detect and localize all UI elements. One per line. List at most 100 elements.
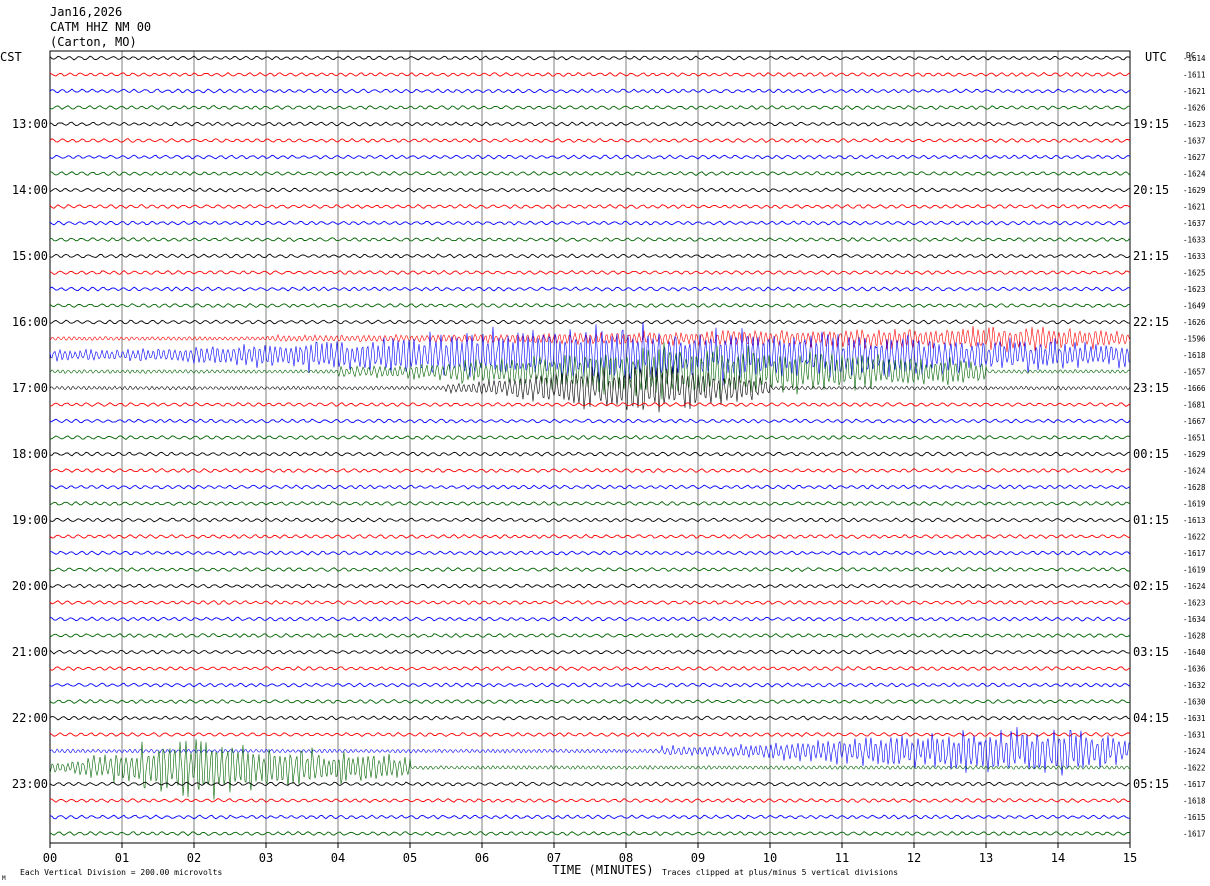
cst-hour-label: 18:00: [12, 447, 48, 461]
utc-hour-label: 03:15: [1133, 645, 1169, 659]
dc-offset-labels: -1614 -1611 -1621 -1626 -1623 -1637 -1627 -1624…: [1183, 54, 1206, 839]
dc-offset-label: -1633: [1183, 236, 1206, 245]
cst-hour-label: 13:00: [12, 117, 48, 131]
dc-offset-label: -1614: [1183, 54, 1206, 63]
cst-hour-label: 21:00: [12, 645, 48, 659]
seismogram-trace: [49, 500, 1131, 507]
seismogram-trace: [49, 698, 1131, 704]
seismogram-trace: [49, 533, 1131, 539]
dc-offset-label: -1624: [1183, 170, 1206, 179]
dc-offset-label: -1618: [1183, 351, 1206, 360]
dc-offset-label: -1632: [1183, 681, 1206, 690]
dc-offset-label: -1622: [1183, 533, 1206, 542]
dc-offset-label: -1630: [1183, 698, 1206, 707]
seismogram-trace: [49, 154, 1131, 160]
corner-mark: M: [2, 875, 6, 882]
seismogram-trace: [49, 484, 1131, 490]
seismogram-trace: [49, 402, 1131, 407]
vertical-grid: [49, 50, 1131, 844]
seismogram-trace: [49, 253, 1131, 259]
dc-offset-label: -1631: [1183, 731, 1206, 740]
x-tick-label: 05: [403, 851, 417, 865]
header-date: Jan16,2026: [50, 5, 122, 19]
dc-offset-label: -1633: [1183, 252, 1206, 261]
seismogram-trace: [49, 715, 1131, 721]
clip-note: Traces clipped at plus/minus 5 vertical …: [662, 868, 898, 877]
x-tick-label: 03: [259, 851, 273, 865]
x-tick-label: 11: [835, 851, 849, 865]
x-axis-title: TIME (MINUTES): [552, 863, 653, 877]
cst-hour-label: 14:00: [12, 183, 48, 197]
x-tick-label: 06: [475, 851, 489, 865]
dc-offset-label: -1667: [1183, 417, 1206, 426]
x-tick-label: 04: [331, 851, 345, 865]
dc-offset-label: -1637: [1183, 219, 1206, 228]
x-tick-label: 15: [1123, 851, 1137, 865]
x-tick-label: 00: [43, 851, 57, 865]
x-tick-label: 01: [115, 851, 129, 865]
dc-offset-label: -1624: [1183, 747, 1206, 756]
dc-offset-label: -1617: [1183, 549, 1206, 558]
dc-offset-label: -1623: [1183, 120, 1206, 129]
cst-hour-label: 17:00: [12, 381, 48, 395]
seismogram-trace: [49, 342, 1131, 400]
dc-offset-label: -1621: [1183, 203, 1206, 212]
dc-offset-label: -1618: [1183, 797, 1206, 806]
dc-offset-label: -1624: [1183, 582, 1206, 591]
cst-axis-title: CST: [0, 50, 22, 64]
seismogram-trace: [49, 599, 1131, 606]
dc-offset-label: -1619: [1183, 566, 1206, 575]
seismogram-trace: [49, 325, 1131, 353]
utc-hour-label: 01:15: [1133, 513, 1169, 527]
seismogram-trace: [49, 303, 1131, 309]
x-tick-label: 12: [907, 851, 921, 865]
seismogram-trace: [49, 220, 1131, 226]
seismogram-trace: [49, 418, 1131, 424]
seismogram-trace: [49, 830, 1131, 837]
utc-hour-label: 23:15: [1133, 381, 1169, 395]
dc-offset-label: -1629: [1183, 186, 1206, 195]
seismogram-trace: [49, 814, 1131, 820]
utc-hour-label: 20:15: [1133, 183, 1169, 197]
dc-offset-label: -1623: [1183, 285, 1206, 294]
seismogram-trace: [49, 797, 1131, 803]
dc-offset-label: -1636: [1183, 665, 1206, 674]
seismogram-trace: [49, 583, 1131, 589]
scale-note: Each Vertical Division = 200.00 microvol…: [20, 868, 222, 877]
seismogram-trace: [49, 633, 1131, 639]
header-location: (Carton, MO): [50, 35, 137, 49]
dc-offset-label: -1611: [1183, 71, 1206, 80]
cst-hour-label: 22:00: [12, 711, 48, 725]
dc-offset-label: -1624: [1183, 467, 1206, 476]
seismogram-trace: [49, 319, 1131, 325]
cst-hour-labels: 13:00 14:00 15:00 16:00 17:00 18:00 19:00 20:00…: [12, 117, 48, 791]
x-tick-label: 10: [763, 851, 777, 865]
utc-hour-label: 05:15: [1133, 777, 1169, 791]
seismogram-trace: [49, 187, 1131, 193]
x-tick-label: 08: [619, 851, 633, 865]
dc-offset-label: -1657: [1183, 368, 1206, 377]
seismogram-trace: [49, 237, 1131, 243]
seismogram-trace: [49, 55, 1131, 61]
dc-axis-title: DC: [1186, 51, 1196, 60]
dc-offset-label: -1621: [1183, 87, 1206, 96]
dc-offset-label: -1615: [1183, 813, 1206, 822]
x-tick-label: 13: [979, 851, 993, 865]
seismogram-trace: [49, 71, 1131, 77]
utc-hour-label: 00:15: [1133, 447, 1169, 461]
dc-offset-label: -1613: [1183, 516, 1206, 525]
seismogram-trace: [49, 665, 1131, 671]
dc-offset-label: -1596: [1183, 335, 1206, 344]
dc-offset-label: -1623: [1183, 599, 1206, 608]
utc-axis-title: UTC: [1145, 50, 1167, 64]
seismogram-trace: [49, 682, 1131, 688]
x-tick-label: 02: [187, 851, 201, 865]
dc-offset-label: -1629: [1183, 450, 1206, 459]
x-tick-label: 07: [547, 851, 561, 865]
cst-hour-label: 19:00: [12, 513, 48, 527]
cst-hour-label: 15:00: [12, 249, 48, 263]
utc-hour-label: 21:15: [1133, 249, 1169, 263]
dc-offset-label: -1649: [1183, 302, 1206, 311]
utc-hour-label: 19:15: [1133, 117, 1169, 131]
